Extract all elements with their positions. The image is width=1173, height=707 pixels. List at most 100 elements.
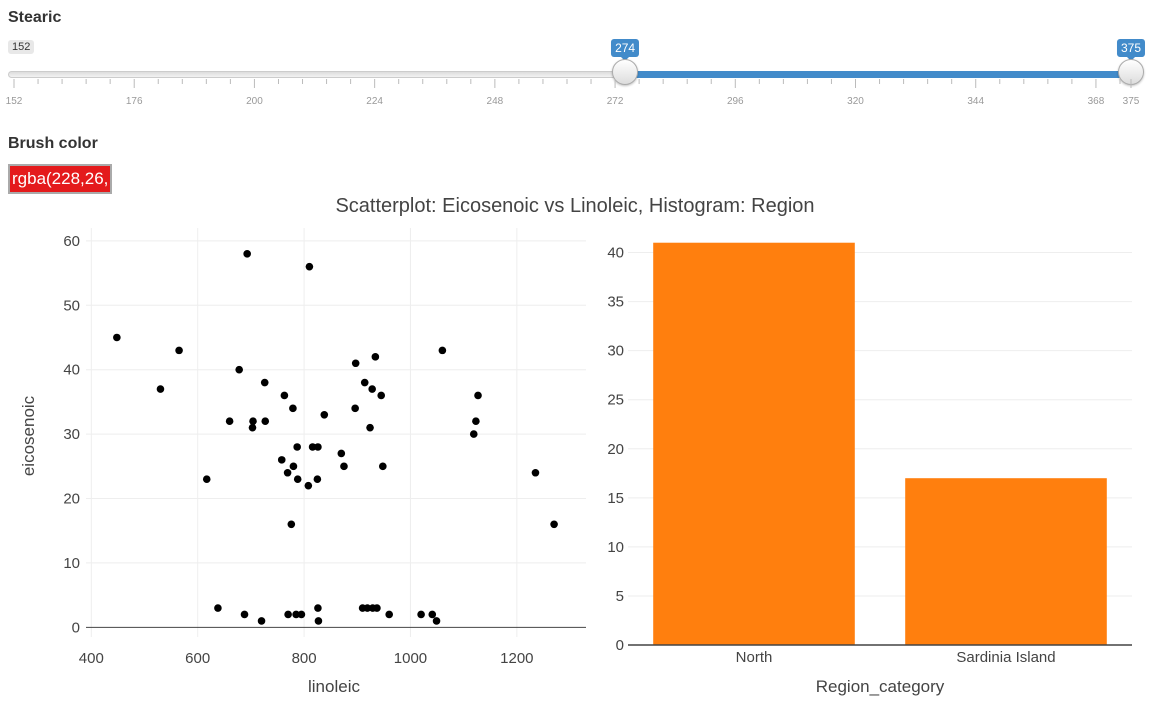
scatter-point[interactable] (550, 520, 558, 529)
scatter-point[interactable] (284, 610, 292, 619)
scatter-point[interactable] (351, 404, 359, 413)
scatter-point[interactable] (280, 391, 289, 400)
scatter-point[interactable] (366, 423, 374, 432)
histogram-y-tick-label: 10 (607, 539, 624, 556)
scatter-y-tick-label: 10 (63, 555, 80, 572)
scatter-point[interactable] (305, 262, 314, 271)
scatter-x-tick-label: 1000 (394, 650, 427, 667)
scatter-point[interactable] (297, 610, 306, 619)
scatter-point[interactable] (260, 378, 269, 387)
scatter-point[interactable] (257, 617, 266, 625)
scatter-point[interactable] (351, 359, 360, 368)
scatter-point[interactable] (243, 249, 251, 258)
scatter-x-tick-label: 600 (185, 650, 210, 667)
scatter-point[interactable] (360, 378, 369, 387)
histogram-y-tick-label: 35 (607, 294, 624, 311)
scatter-y-tick-label: 50 (63, 297, 80, 314)
scatter-point[interactable] (472, 417, 480, 426)
histogram-x-axis-label: Region_category (816, 677, 945, 696)
scatter-point[interactable] (261, 417, 270, 426)
stearic-slider-range[interactable] (625, 71, 1131, 78)
scatter-y-tick-label: 40 (63, 362, 80, 379)
histogram-x-tick-label: North (736, 649, 773, 666)
slider-tick-label: 152 (6, 96, 23, 107)
scatter-point[interactable] (214, 604, 222, 612)
slider-tick-label: 200 (246, 96, 263, 107)
scatter-point[interactable] (469, 430, 478, 438)
slider-tick-axis: 152 176 200 224 248 272 296 320 344 368 375 (6, 79, 1140, 107)
histogram-bar[interactable] (653, 242, 855, 645)
scatter-point[interactable] (175, 346, 183, 355)
scatter-point[interactable] (277, 456, 286, 464)
scatter-point[interactable] (304, 481, 313, 490)
scatter-point[interactable] (531, 468, 540, 477)
histogram-y-tick-label: 30 (607, 343, 624, 360)
scatter-point[interactable] (438, 346, 447, 355)
histogram-y-tick-label: 40 (607, 245, 624, 262)
scatter-point[interactable] (202, 475, 211, 483)
scatter-point[interactable] (113, 333, 121, 342)
scatter-x-tick-label: 800 (292, 650, 317, 667)
slider-tick-label: 248 (487, 96, 504, 107)
scatter-x-tick-label: 400 (79, 650, 104, 667)
scatter-point[interactable] (379, 462, 387, 471)
histogram-bar[interactable] (905, 478, 1107, 645)
slider-tick-label: 296 (727, 96, 744, 107)
stearic-slider-low-handle[interactable] (612, 59, 639, 85)
scatter-point[interactable] (287, 520, 296, 529)
scatter-point[interactable] (240, 610, 249, 619)
scatter-point[interactable] (385, 610, 393, 619)
scatter-x-axis-label: linoleic (308, 677, 360, 696)
scatter-point[interactable] (337, 449, 346, 458)
scatter-point[interactable] (225, 417, 234, 426)
histogram-y-tick-label: 15 (607, 490, 624, 507)
slider-tick-label: 224 (366, 96, 383, 107)
scatter-y-tick-label: 60 (63, 233, 80, 250)
scatter-y-tick-label: 30 (63, 426, 80, 443)
scatter-point[interactable] (156, 385, 165, 393)
brush-color-label: Brush color (8, 135, 98, 152)
scatter-point[interactable] (340, 462, 348, 471)
scatter-point[interactable] (320, 410, 329, 419)
scatter-point[interactable] (373, 604, 381, 612)
slider-tick-label: 176 (126, 96, 143, 107)
scatter-point[interactable] (363, 604, 372, 612)
chart-title: Scatterplot: Eicosenoic vs Linoleic, His… (335, 195, 814, 217)
histogram-y-tick-label: 25 (607, 392, 624, 409)
slider-high-value-badge: 375 (1116, 39, 1146, 61)
scatter-point[interactable] (314, 617, 323, 625)
scatter-point[interactable] (308, 443, 317, 451)
scatter-point[interactable] (432, 617, 441, 625)
brush-color-input[interactable]: rgba(228,26, (8, 164, 112, 194)
histogram-x-tick-label: Sardinia Island (956, 649, 1055, 666)
scatter-point[interactable] (371, 353, 380, 361)
slider-tick-label: 320 (847, 96, 864, 107)
scatter-point[interactable] (377, 391, 386, 400)
scatter-point[interactable] (314, 604, 322, 612)
stearic-label: Stearic (8, 9, 62, 26)
scatter-point[interactable] (283, 468, 292, 477)
slider-low-value-badge: 274 (611, 39, 640, 61)
slider-tick-label: 375 (1123, 96, 1140, 107)
scatter-point[interactable] (293, 443, 301, 451)
scatter-point[interactable] (313, 475, 322, 483)
scatter-point[interactable] (292, 610, 300, 619)
scatter-point[interactable] (249, 417, 257, 426)
scatterplot[interactable]: 400 600 800 1000 1200 0 10 20 30 40 50 60 (63, 228, 586, 667)
scatter-point[interactable] (235, 365, 243, 374)
scatter-point[interactable] (293, 475, 302, 483)
scatter-point[interactable] (314, 443, 322, 451)
scatter-point[interactable] (428, 610, 437, 619)
scatter-point[interactable] (248, 423, 257, 432)
scatter-point[interactable] (289, 404, 297, 413)
scatter-point[interactable] (417, 610, 425, 619)
scatter-x-tick-label: 1200 (500, 650, 533, 667)
slider-tick-label: 344 (967, 96, 984, 107)
scatter-point[interactable] (368, 385, 376, 393)
scatter-y-tick-label: 0 (72, 619, 80, 636)
scatter-point[interactable] (474, 391, 482, 400)
slider-min-badge: 152 (8, 40, 35, 54)
scatter-point[interactable] (289, 462, 298, 471)
histogram[interactable]: 0 5 10 15 20 25 30 35 40 North Sardinia Island (607, 242, 1132, 666)
